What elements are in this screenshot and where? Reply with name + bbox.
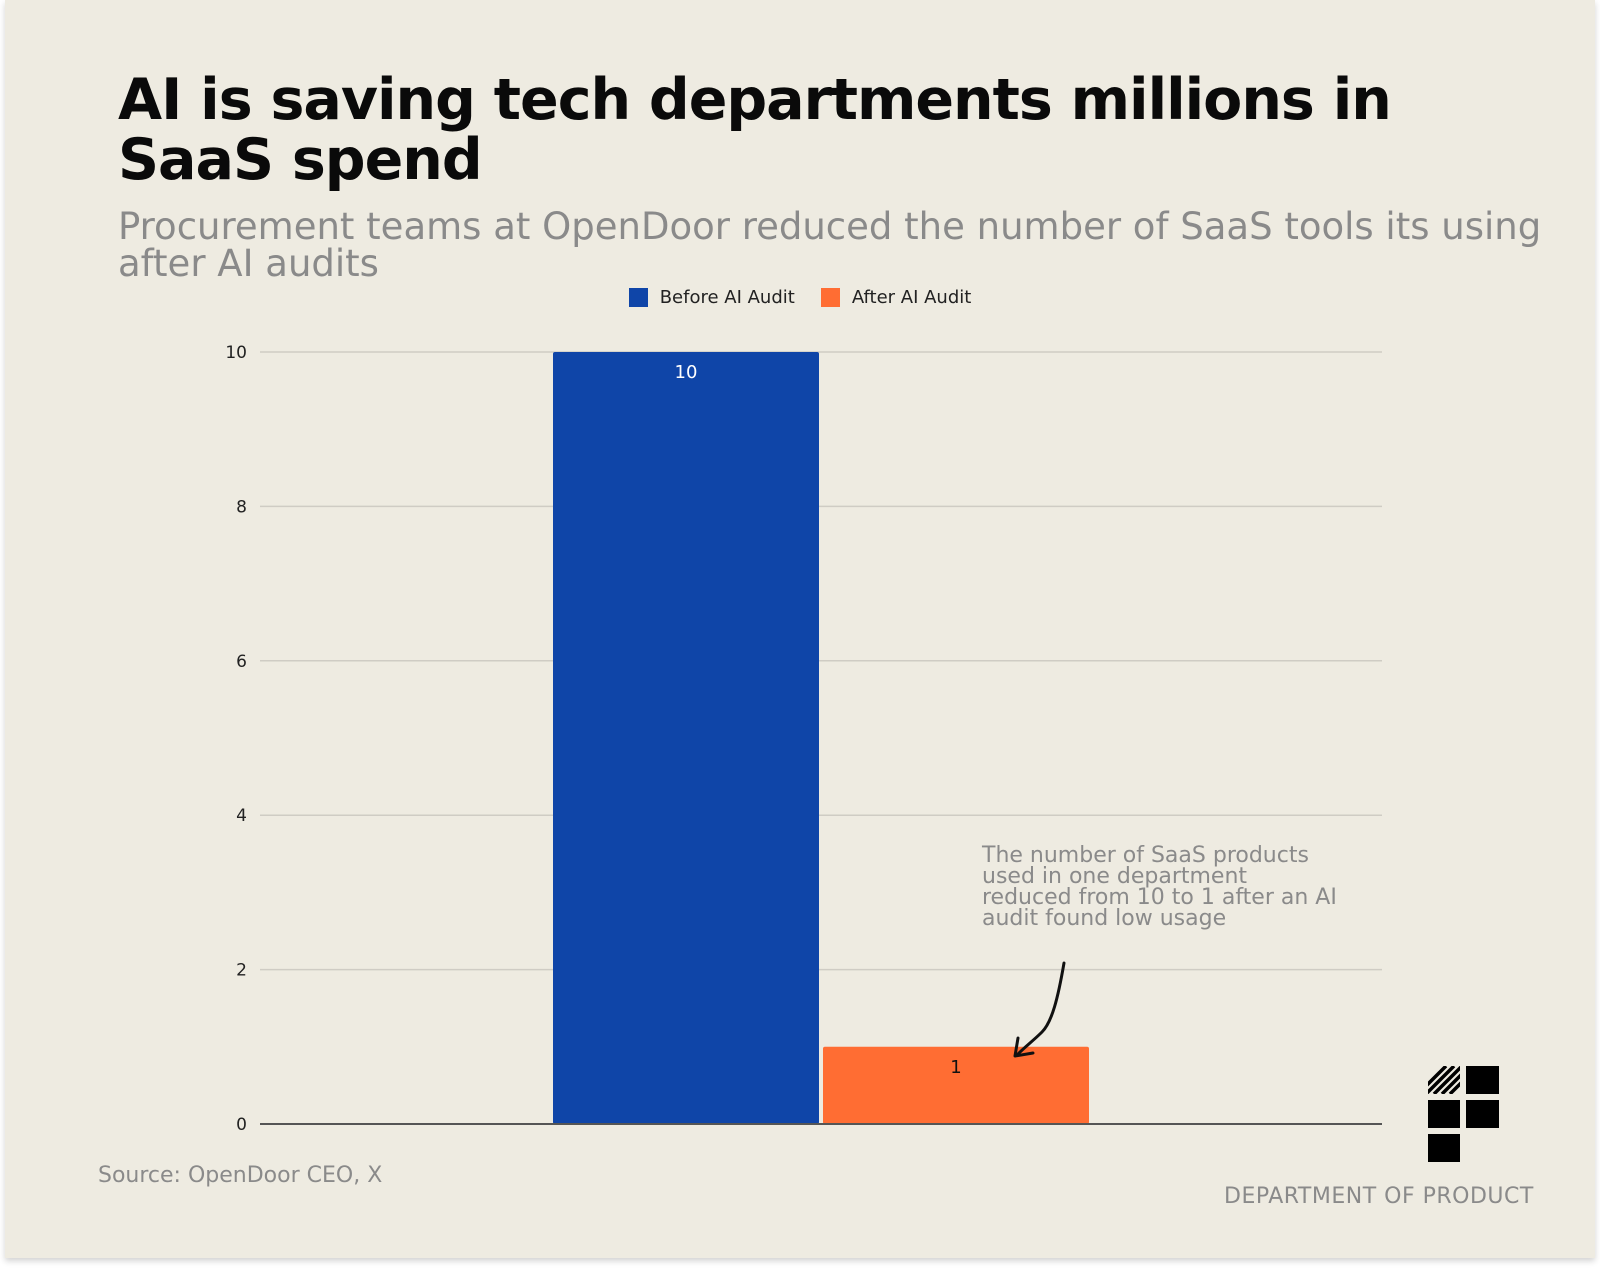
bar-value-label: 1: [950, 1057, 961, 1078]
y-tick-label: 4: [236, 806, 247, 826]
legend-swatch-after: [820, 288, 840, 307]
legend-label-after: After AI Audit: [851, 287, 972, 308]
y-tick-label: 6: [236, 652, 247, 672]
annotation-arrowhead: [1013, 1036, 1035, 1058]
bars: [553, 352, 1089, 1124]
y-tick-label: 10: [225, 343, 247, 363]
legend-swatch-before: [628, 288, 648, 307]
y-tick-label: 2: [236, 961, 247, 981]
chart-title: AI is saving tech departments millions i…: [118, 67, 1392, 193]
chart-subtitle: Procurement teams at OpenDoor reduced th…: [118, 205, 1542, 285]
brand-name: DEPARTMENT OF PRODUCT: [1224, 1184, 1534, 1209]
department-of-product-logo-icon: [1428, 1066, 1499, 1162]
bar-value-label: 10: [675, 362, 698, 383]
gridlines: [260, 351, 1382, 971]
y-tick-label: 0: [236, 1115, 247, 1135]
y-tick-label: 8: [236, 497, 247, 517]
source-note: Source: OpenDoor CEO, X: [98, 1163, 383, 1188]
chart-annotation: The number of SaaS products used in one …: [982, 843, 1337, 931]
chart-legend: Before AI Audit After AI Audit: [0, 287, 1600, 308]
data-labels: 10 1: [675, 362, 962, 1078]
legend-item-after: After AI Audit: [820, 287, 972, 308]
bar-after-ai-audit: [823, 1046, 1089, 1124]
bar-before-ai-audit: [553, 352, 819, 1124]
legend-item-before: Before AI Audit: [628, 287, 795, 308]
y-axis-ticks: 0 2 4 6 8 10: [225, 343, 247, 1135]
annotation-arrow: [1016, 961, 1066, 1056]
legend-label-before: Before AI Audit: [659, 287, 795, 308]
